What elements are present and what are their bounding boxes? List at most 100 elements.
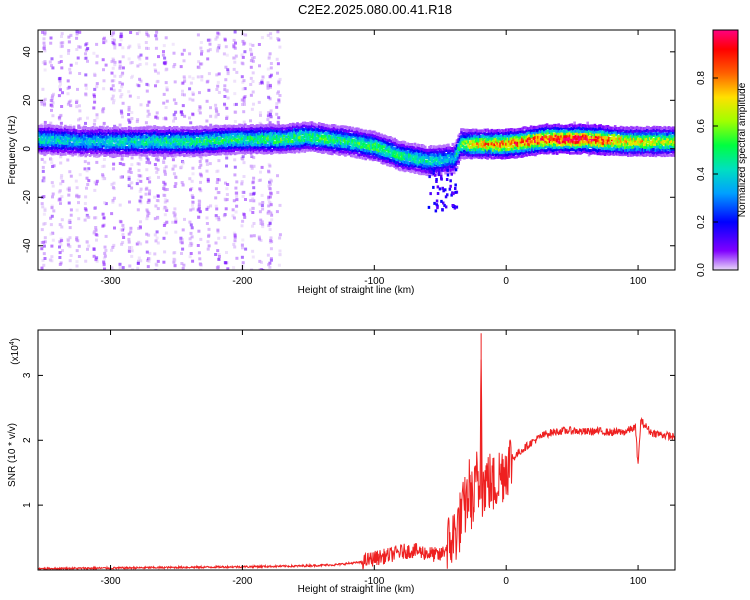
spectrogram-cell — [441, 163, 444, 167]
spectrogram-cell — [209, 133, 212, 137]
spectrogram-cell — [423, 159, 427, 163]
spectrogram-cell — [186, 148, 189, 152]
noise-cell — [137, 55, 141, 59]
spectrogram-cell — [384, 140, 388, 144]
spectrogram-cell — [84, 154, 87, 158]
spectrogram-cell — [425, 170, 428, 174]
noise-cell — [154, 115, 158, 119]
spectrogram-cell — [508, 142, 511, 146]
noise-cell — [278, 236, 282, 240]
spectrogram-cell — [122, 137, 125, 141]
noise-cell — [146, 214, 150, 218]
noise-cell — [120, 82, 124, 86]
noise-cell — [68, 40, 71, 44]
noise-cell — [52, 209, 56, 213]
spectrogram-cell — [431, 173, 434, 177]
spectrogram-cell — [458, 155, 462, 159]
spectrogram-cell — [471, 134, 475, 138]
spectrogram-cell — [168, 143, 172, 147]
spectrogram-cell — [191, 126, 195, 130]
spectrogram-cell — [181, 126, 185, 130]
spectrogram-cell — [429, 145, 433, 148]
spectrogram-cell — [151, 150, 154, 154]
spectrogram-cell — [112, 148, 115, 152]
noise-cell — [102, 121, 106, 125]
spectrogram-cell — [175, 148, 179, 152]
spectrogram-cell — [452, 149, 456, 153]
spectrogram-cell — [62, 126, 66, 130]
spectrogram-cell — [223, 130, 227, 134]
spectrogram-cell — [145, 137, 148, 141]
spectrogram-cell — [284, 143, 288, 147]
spectrogram-cell — [341, 147, 344, 150]
noise-cell — [57, 190, 61, 194]
noise-cell — [196, 75, 200, 79]
spectrogram-cell — [191, 154, 195, 158]
spectrogram-cell — [470, 139, 473, 143]
spectrogram-cell — [513, 136, 517, 140]
spectrogram-cell — [367, 149, 370, 153]
spectrogram-cell — [297, 144, 301, 148]
spectrogram-cell — [123, 127, 127, 131]
spectrogram-cell — [354, 131, 357, 135]
spectrogram-cell — [342, 150, 346, 154]
noise-cell — [206, 240, 210, 244]
spectrogram-cell — [172, 146, 176, 149]
noise-cell — [95, 116, 99, 120]
noise-cell — [43, 207, 47, 211]
spectrogram-cell — [284, 127, 288, 131]
spectrogram-cell — [392, 161, 395, 165]
spectrogram-cell — [181, 132, 185, 136]
spectrogram-cell — [210, 128, 214, 132]
spectrogram-cell — [373, 152, 376, 156]
spectrogram-cell — [480, 147, 484, 151]
spectrogram-cell — [300, 131, 304, 135]
noise-cell — [102, 41, 106, 45]
spectrogram-cell — [78, 134, 82, 138]
spectrogram-cell — [236, 132, 240, 136]
spectrogram-cell — [154, 127, 157, 130]
spectrogram-cell — [323, 145, 327, 149]
spectrogram-cell — [423, 148, 427, 152]
spectrogram-cell — [233, 141, 237, 145]
spectrogram-cell — [436, 151, 440, 155]
spectrogram-cell — [113, 139, 116, 143]
spectrogram-cell — [304, 127, 308, 130]
noise-cell — [129, 31, 133, 34]
noise-cell — [215, 35, 219, 39]
spectrogram-cell — [161, 132, 164, 136]
spectrogram-cell — [326, 143, 330, 147]
spectrogram-cell — [403, 160, 407, 164]
spectrogram-cell — [188, 143, 192, 147]
spectrogram-cell — [326, 127, 330, 131]
spectrogram-cell — [42, 135, 45, 139]
spectrogram-cell — [204, 133, 208, 137]
spectrogram-cell — [278, 145, 282, 149]
spectrogram-cell — [429, 148, 433, 152]
spectrogram-cell — [422, 144, 425, 148]
spectrogram-cell — [264, 140, 267, 144]
spectrogram-cell — [451, 149, 455, 152]
spectrogram-cell — [168, 135, 172, 139]
spectrogram-cell — [187, 134, 190, 138]
spectrogram-cell — [233, 145, 237, 149]
noise-cell — [241, 87, 245, 91]
spectrogram-cell — [203, 125, 206, 129]
spectrogram-cell — [313, 122, 317, 126]
spectrogram-cell — [42, 142, 45, 146]
spectrogram-cell — [123, 140, 127, 144]
noise-cell — [165, 86, 169, 90]
noise-cell — [118, 123, 122, 127]
spectrogram-cell — [284, 135, 288, 139]
spectrogram-cell — [77, 139, 80, 143]
noise-cell — [120, 34, 124, 38]
spectrogram-cell — [141, 133, 144, 136]
spectrogram-cell — [496, 139, 499, 143]
spectrogram-cell — [419, 147, 423, 151]
spectrogram-cell — [412, 153, 415, 157]
spectrogram-cell — [96, 139, 99, 143]
spectrogram-cell — [318, 141, 321, 145]
spectrogram-cell — [244, 151, 247, 155]
spectrogram-cell — [71, 145, 74, 149]
spectrogram-cell — [435, 147, 439, 151]
